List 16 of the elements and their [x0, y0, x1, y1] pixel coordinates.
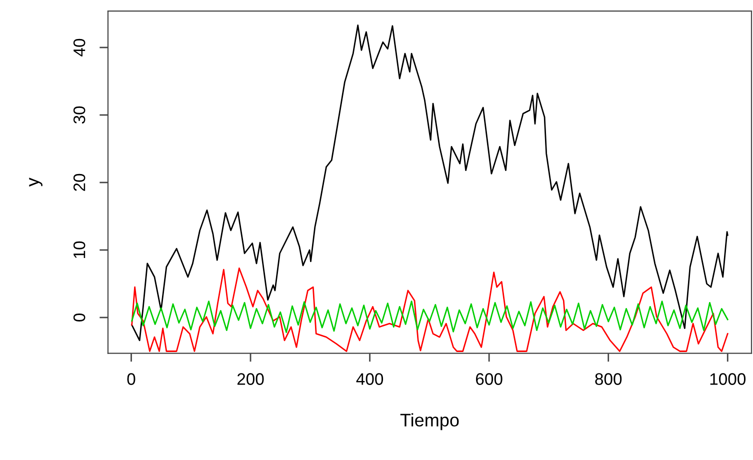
- x-tick-label: 800: [595, 373, 622, 385]
- y-axis-title: y: [29, 178, 42, 187]
- y-tick-label: 10: [73, 241, 86, 258]
- x-tick-label: 400: [356, 373, 384, 385]
- x-axis-title: Tiempo: [400, 413, 459, 430]
- y-tick-label: 30: [73, 106, 86, 124]
- x-tick-label: 600: [476, 373, 502, 385]
- y-tick-label: 20: [73, 174, 86, 191]
- line-series: [131, 24, 728, 342]
- line-series: [131, 268, 728, 352]
- x-tick-label: 0: [127, 373, 136, 385]
- y-tick-label: 40: [73, 38, 86, 56]
- x-tick-label: 1000: [710, 373, 746, 385]
- line-series: [131, 300, 728, 334]
- y-tick-label: 0: [73, 314, 86, 322]
- x-tick-label: 200: [237, 373, 264, 385]
